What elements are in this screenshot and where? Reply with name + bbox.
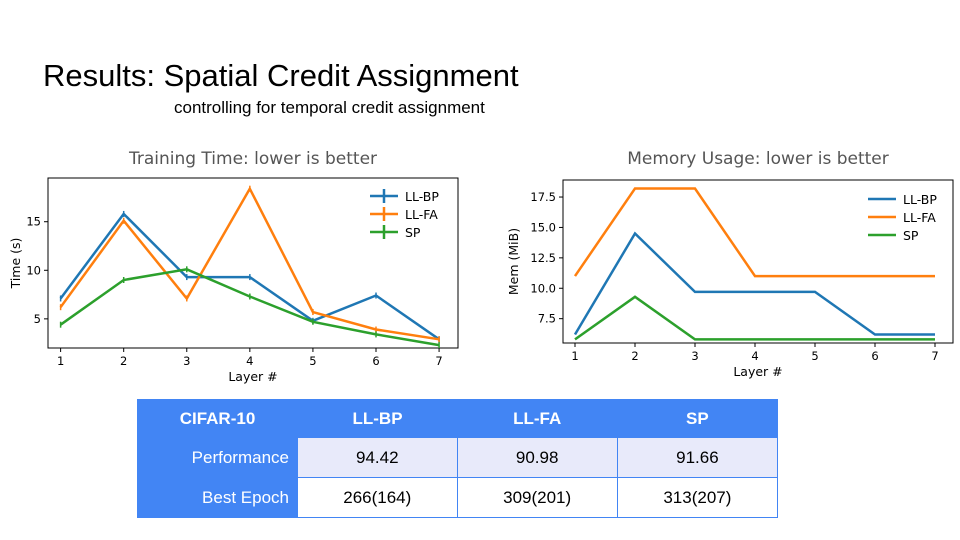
table-row: Performance 94.42 90.98 91.66	[137, 438, 779, 478]
x-tick-label: 6	[871, 349, 878, 363]
x-tick-label: 4	[751, 349, 758, 363]
x-tick-label: 1	[57, 354, 64, 368]
slide-subtitle: controlling for temporal credit assignme…	[174, 98, 485, 117]
memory-usage-chart: Memory Usage: lower is better 1 2 3 4 5 6 7 7.5 1…	[490, 140, 960, 390]
y-tick-label: 10	[26, 263, 41, 277]
y-tick-label: 7.5	[538, 312, 556, 326]
table-cell: 90.98	[457, 438, 618, 478]
x-axis-label: Layer #	[228, 369, 277, 384]
y-axis-label: Mem (MiB)	[506, 228, 521, 295]
series-line-sp	[59, 268, 440, 347]
table-cell: 313(207)	[617, 477, 779, 518]
legend-label: LL-BP	[903, 192, 937, 207]
table-corner-cell: CIFAR-10	[137, 399, 298, 438]
y-tick-label: 12.5	[530, 251, 556, 265]
y-tick-label: 10.0	[530, 281, 556, 295]
table-row-header: Performance	[137, 438, 298, 478]
x-tick-label: 1	[571, 349, 578, 363]
x-tick-label: 4	[246, 354, 253, 368]
plot-frame	[562, 179, 954, 344]
table-col-header: LL-BP	[298, 399, 458, 438]
legend-label: LL-BP	[405, 189, 439, 204]
series-line-sp	[574, 295, 935, 341]
table-col-header: LL-FA	[457, 399, 618, 438]
y-axis-label: Time (s)	[8, 238, 23, 290]
series-line-ll-fa	[573, 187, 935, 278]
table-col-header: SP	[617, 399, 778, 438]
table-row-header: Best Epoch	[137, 477, 298, 518]
legend-label: SP	[405, 225, 421, 240]
table-cell: 94.42	[298, 438, 458, 478]
x-tick-label: 5	[309, 354, 316, 368]
legend-label: SP	[903, 228, 919, 243]
y-tick-label: 15.0	[530, 220, 556, 234]
plot-frame	[47, 177, 459, 349]
y-tick-label: 17.5	[530, 190, 556, 204]
x-tick-label: 2	[120, 354, 127, 368]
series-line-ll-fa	[59, 186, 440, 341]
x-tick-label: 7	[435, 354, 442, 368]
table-cell: 91.66	[617, 438, 779, 478]
x-tick-label: 2	[631, 349, 638, 363]
slide-title: Results: Spatial Credit Assignment	[43, 58, 519, 93]
table-row: Best Epoch 266(164) 309(201) 313(207)	[137, 477, 779, 518]
x-axis-label: Layer #	[733, 364, 782, 379]
memory-usage-plot: Memory Usage: lower is better 1 2 3 4 5 6 7 7.5 1…	[506, 149, 954, 379]
x-tick-label: 3	[183, 354, 190, 368]
x-tick-label: 7	[931, 349, 938, 363]
legend-label: LL-FA	[405, 207, 438, 222]
table-cell: 309(201)	[457, 477, 618, 518]
table-header-row: CIFAR-10 LL-BP LL-FA SP	[137, 399, 778, 438]
y-tick-label: 15	[26, 215, 41, 229]
x-tick-label: 5	[811, 349, 818, 363]
series-line-ll-bp	[573, 231, 935, 336]
y-tick-label: 5	[34, 312, 41, 326]
x-tick-label: 3	[691, 349, 698, 363]
legend-label: LL-FA	[903, 210, 936, 225]
x-tick-label: 6	[372, 354, 379, 368]
results-table: CIFAR-10 LL-BP LL-FA SP Performance 94.4…	[137, 399, 779, 518]
chart-title: Training Time: lower is better	[128, 149, 377, 169]
table-cell: 266(164)	[298, 477, 458, 518]
training-time-chart: Training Time: lower is better 1 2 3 4 5 6 7 5 10…	[0, 140, 470, 390]
chart-title: Memory Usage: lower is better	[627, 149, 889, 169]
training-time-plot: Training Time: lower is better 1 2 3 4 5 6 7 5 10…	[8, 149, 459, 384]
